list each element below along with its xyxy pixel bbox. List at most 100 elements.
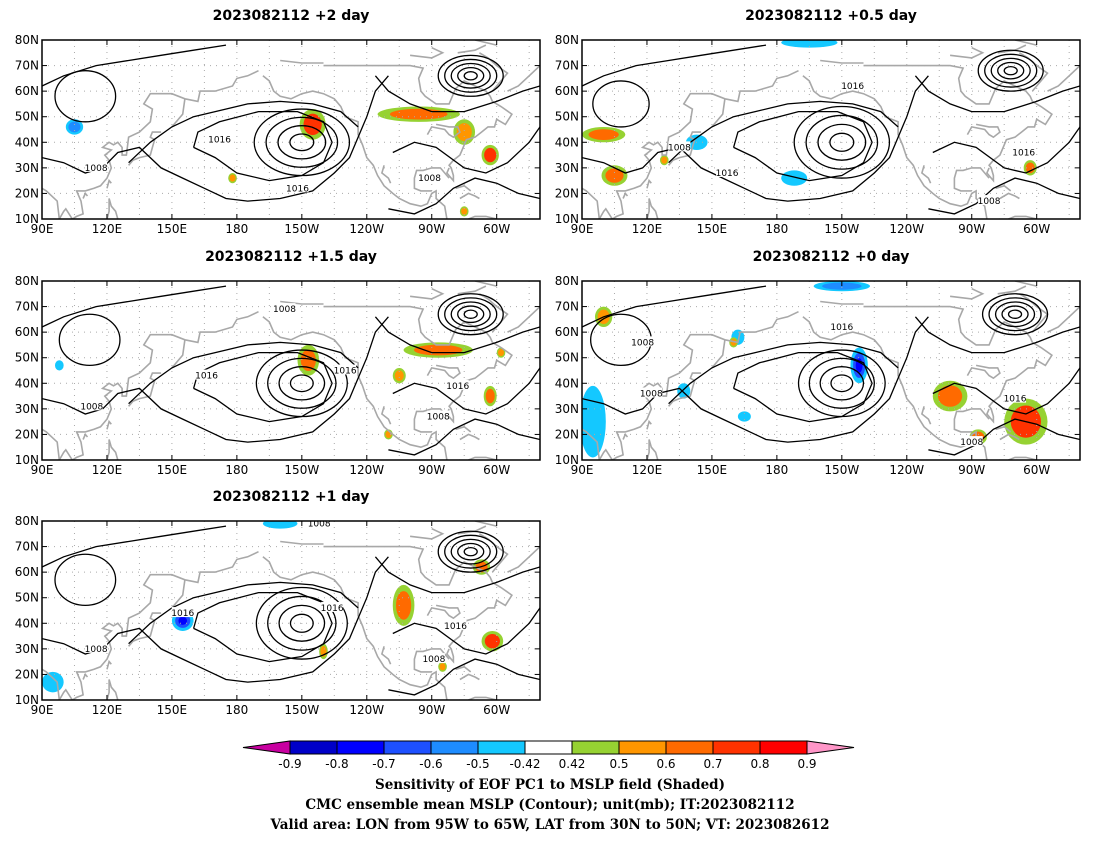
coastline	[106, 659, 112, 670]
coastline	[711, 98, 726, 128]
coastline	[507, 546, 540, 573]
coastline	[262, 556, 448, 700]
mslp-contour	[668, 100, 899, 164]
mslp-contour-ring	[984, 53, 1038, 88]
colorbar-label: 0.6	[656, 757, 675, 771]
lon-tick-label: 180	[225, 222, 248, 236]
contour-label-bg	[85, 642, 108, 653]
coastline	[380, 646, 392, 665]
lon-tick-label: 120E	[92, 222, 123, 236]
lat-tick-label: 40N	[555, 135, 579, 149]
colorbar-label: -0.9	[278, 757, 301, 771]
mslp-contour-ring	[463, 71, 478, 81]
lon-tick-label: 150W	[284, 463, 319, 477]
lon-tick-label: 60W	[483, 463, 510, 477]
lon-tick-label: 120E	[92, 463, 123, 477]
coastline	[42, 69, 259, 219]
lat-tick-label: 50N	[15, 110, 39, 124]
coastline	[999, 433, 1020, 441]
mslp-contour-ring	[267, 357, 337, 409]
mslp-contour-ring	[808, 357, 875, 409]
mslp-contour-ring	[444, 58, 498, 93]
contour-label-bg	[208, 133, 231, 144]
colorbar-swatch	[289, 740, 338, 755]
coastline	[413, 167, 450, 192]
contour-label-bg	[286, 182, 309, 193]
sensitivity-shade-core	[439, 663, 446, 671]
contour-label: 1008	[273, 305, 296, 315]
coastline	[410, 46, 445, 59]
coastline	[820, 59, 864, 64]
lat-tick-label: 30N	[555, 161, 579, 175]
mslp-contour-ring	[997, 61, 1025, 80]
mslp-contour-ring	[437, 54, 504, 97]
mslp-contour-ring	[255, 586, 348, 660]
mslp-contour	[914, 75, 1080, 113]
lon-tick-label: 90E	[31, 463, 54, 477]
coastline	[950, 287, 985, 300]
contour-label-bg	[631, 336, 654, 347]
caption-line-3: Valid area: LON from 95W to 65W, LAT fro…	[270, 817, 830, 833]
coastline	[171, 339, 186, 369]
map-panel: 2023082112 +0.5 day 1016 1008 1016 1016 1008 9…	[555, 8, 1081, 236]
mslp-contour	[582, 44, 767, 87]
contour-label: 1016	[1012, 149, 1035, 159]
colorbar: -0.9 -0.8 -0.7 -0.6 -0.5 -0.42 0.42 0.5 0.6 0.7 0.…	[242, 740, 855, 771]
contour-label-bg	[830, 321, 853, 332]
lon-tick-label: 120W	[349, 222, 384, 236]
lon-tick-label: 150E	[697, 222, 728, 236]
coastline	[127, 612, 162, 647]
lon-tick-label: 60W	[483, 222, 510, 236]
lat-tick-label: 80N	[555, 33, 579, 47]
panel-plot-area: 1016 1016 1008 1008	[42, 40, 540, 219]
lat-tick-label: 30N	[15, 402, 39, 416]
lat-tick-label: 20N	[555, 186, 579, 200]
coastline	[413, 408, 450, 433]
contour-label-bg	[418, 172, 441, 183]
coastline	[646, 419, 652, 430]
coastline	[42, 550, 259, 700]
contour-label-bg	[334, 364, 357, 375]
mslp-contour	[668, 341, 899, 405]
lon-tick-label: 180	[765, 463, 788, 477]
coastline	[468, 215, 497, 219]
lon-tick-label: 120W	[349, 463, 384, 477]
coastline	[474, 281, 497, 287]
lon-tick-label: 90W	[418, 463, 445, 477]
mslp-contour	[392, 126, 540, 174]
mslp-contour	[374, 556, 540, 594]
mslp-contour-ring	[289, 133, 315, 152]
sensitivity-shade-core	[413, 344, 463, 356]
lon-tick-label: 150W	[284, 222, 319, 236]
coastline	[457, 285, 487, 295]
coastline	[863, 64, 1053, 183]
contour-label-bg	[640, 387, 663, 398]
contour-label-bg	[1004, 392, 1027, 403]
mslp-contour-ring	[278, 366, 326, 401]
lat-tick-label: 20N	[15, 186, 39, 200]
lon-tick-label: 90E	[571, 222, 594, 236]
coastline	[920, 165, 932, 184]
lon-tick-label: 120W	[349, 703, 384, 717]
coastline	[468, 456, 497, 460]
lon-tick-label: 90E	[31, 703, 54, 717]
coastline	[802, 75, 988, 219]
coastline	[999, 192, 1020, 200]
sensitivity-shade-core	[661, 156, 668, 164]
lon-tick-label: 180	[225, 703, 248, 717]
lat-tick-label: 10N	[555, 453, 579, 467]
coastline	[171, 579, 186, 609]
sensitivity-shade-core	[937, 385, 963, 407]
mslp-contour	[582, 316, 929, 443]
coastline	[171, 98, 186, 128]
coastline	[82, 432, 89, 440]
lat-tick-label: 60N	[15, 565, 39, 579]
panel-plot-area: 1008 1016 1016 1016 1008 1008	[42, 281, 540, 460]
lat-tick-label: 10N	[555, 212, 579, 226]
mslp-contour-ring	[277, 125, 327, 160]
contour-label: 1008	[960, 438, 983, 448]
contour-label-bg	[978, 195, 1001, 206]
contour-label: 1016	[171, 609, 194, 619]
contour-label-bg	[668, 141, 691, 152]
